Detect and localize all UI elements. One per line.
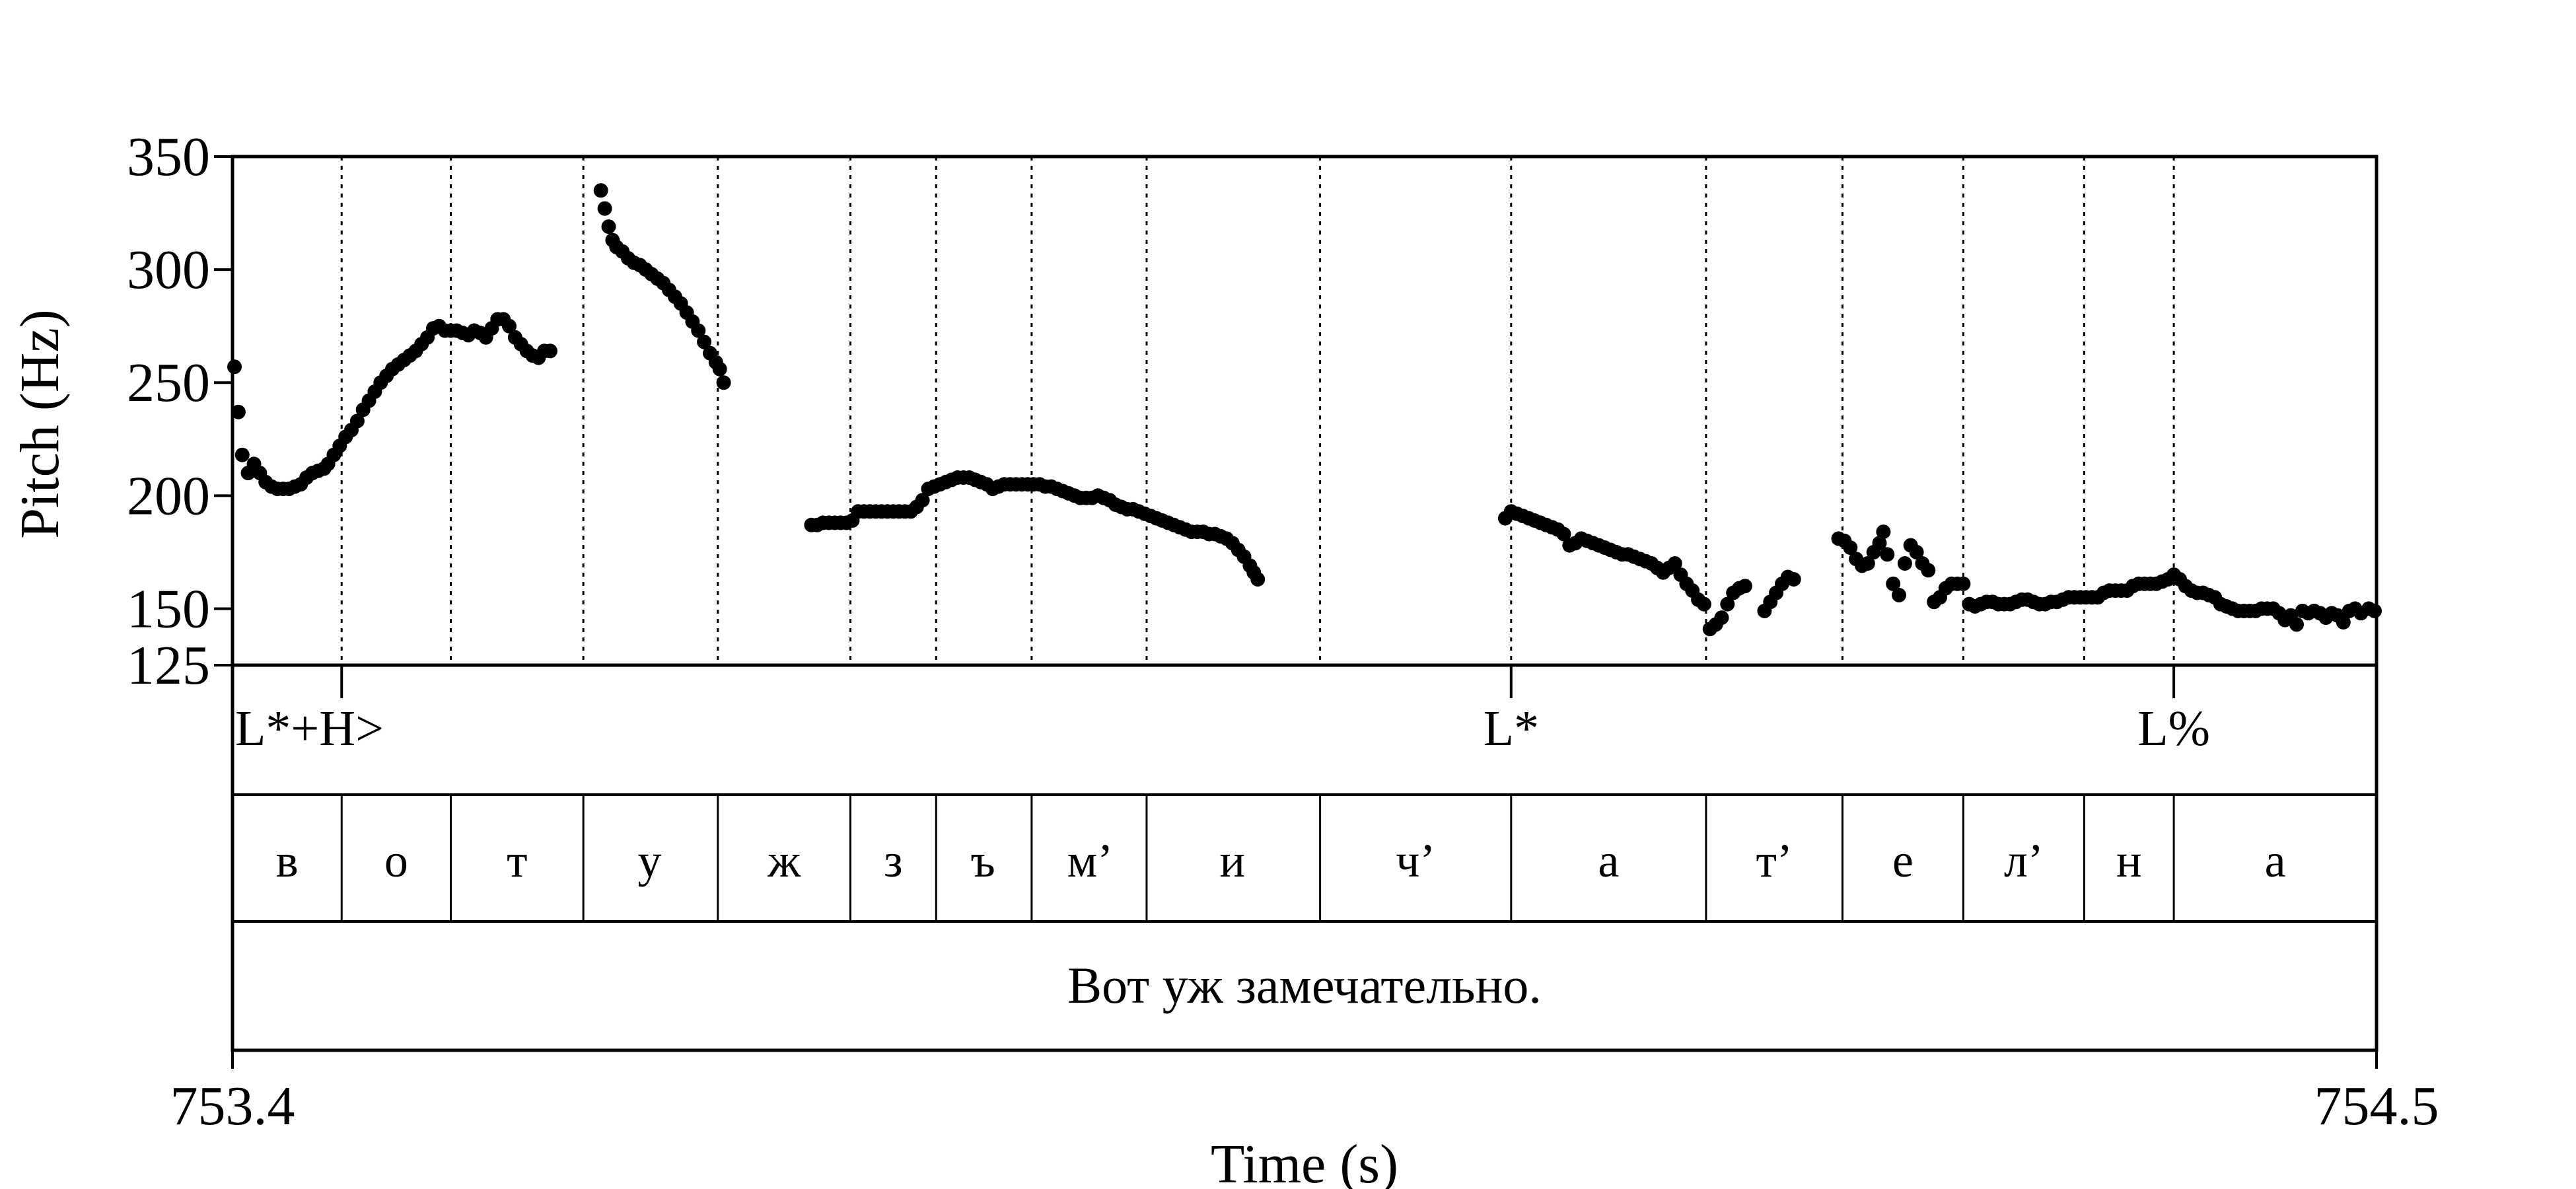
- pitch-point: [1696, 596, 1711, 612]
- pitch-point: [1921, 563, 1936, 578]
- plot-frames: [231, 155, 2379, 1052]
- segment-label: о: [384, 834, 408, 887]
- pitch-point: [1880, 547, 1895, 562]
- pitch-point: [593, 183, 608, 198]
- tone-label: L*+H>: [235, 701, 384, 756]
- segment-label: а: [2265, 834, 2286, 887]
- pitch-point: [712, 361, 727, 377]
- pitch-point: [227, 359, 242, 375]
- pitch-point: [1860, 556, 1875, 571]
- pitch-point: [234, 447, 250, 462]
- pitch-point: [915, 493, 930, 508]
- pitch-point: [691, 323, 706, 338]
- x-axis-ticks: 753.4 754.5: [170, 1050, 2439, 1137]
- y-tick-label: 300: [127, 239, 210, 301]
- y-tick-label: 350: [127, 126, 210, 188]
- pitch-point: [1892, 587, 1906, 602]
- pitch-point: [1956, 576, 1971, 591]
- pitch-panel-frame: [231, 155, 2379, 667]
- pitch-point: [1250, 572, 1266, 587]
- pitch-point: [349, 414, 365, 429]
- pitch-point: [1786, 572, 1801, 587]
- segment-label: в: [276, 834, 299, 887]
- segment-label: з: [884, 834, 902, 887]
- pitch-point: [1872, 536, 1887, 551]
- pitch-point: [1843, 540, 1858, 555]
- pitch-point: [2336, 615, 2351, 630]
- pitch-points: [227, 183, 2382, 637]
- segment-boundary-lines: [340, 157, 2176, 921]
- tier-frame: [231, 663, 2379, 1052]
- pitch-point: [502, 318, 517, 334]
- x-tick-label: 753.4: [170, 1075, 295, 1137]
- segment-label: т’: [1756, 834, 1792, 887]
- pitch-point: [1556, 526, 1571, 542]
- y-tick-label: 200: [127, 465, 210, 526]
- pitch-point: [697, 334, 712, 349]
- segment-label: м’: [1067, 834, 1114, 887]
- pitch-point: [2367, 603, 2382, 618]
- tone-label: L*: [1484, 701, 1539, 756]
- pitch-point: [1886, 576, 1901, 591]
- segment-label: у: [637, 834, 661, 887]
- pitch-point: [716, 375, 731, 390]
- tone-label: L%: [2137, 701, 2210, 756]
- pitch-point: [1876, 524, 1891, 540]
- pitch-point: [543, 343, 557, 359]
- segment-label: ч’: [1396, 834, 1435, 887]
- y-axis-title: Pitch (Hz): [9, 309, 71, 539]
- segment-label: ж: [767, 834, 801, 887]
- word-tier-label: Вот уж замечательно.: [1067, 956, 1542, 1014]
- pitch-point: [1720, 596, 1735, 612]
- y-tick-label: 250: [127, 352, 210, 414]
- segment-label: н: [2116, 834, 2142, 887]
- segment-label: л’: [2004, 834, 2044, 887]
- segment-label: и: [1220, 834, 1246, 887]
- segment-label: а: [1598, 834, 1619, 887]
- segment-label: т: [507, 834, 527, 887]
- tone-tier: L*+H> L* L%: [235, 701, 2210, 756]
- pitch-point: [231, 404, 246, 419]
- x-tick-label: 754.5: [2314, 1075, 2439, 1137]
- segment-label: ъ: [970, 834, 995, 887]
- pitch-point: [1909, 544, 1924, 559]
- pitch-point: [597, 201, 612, 216]
- x-axis-title: Time (s): [1211, 1134, 1398, 1189]
- segment-label: е: [1892, 834, 1914, 887]
- pitch-point: [1737, 579, 1752, 594]
- pitch-point: [601, 219, 616, 234]
- pitch-point: [1897, 556, 1912, 571]
- pitch-point: [2289, 617, 2304, 632]
- y-tick-label: 125: [127, 635, 210, 696]
- pitch-point: [1714, 610, 1729, 626]
- pitch-point: [1667, 556, 1682, 571]
- segment-tier: в о т у ж з ъ м’ и ч’ а т’ е л’ н а: [276, 834, 2286, 887]
- y-tick-label: 150: [127, 578, 210, 639]
